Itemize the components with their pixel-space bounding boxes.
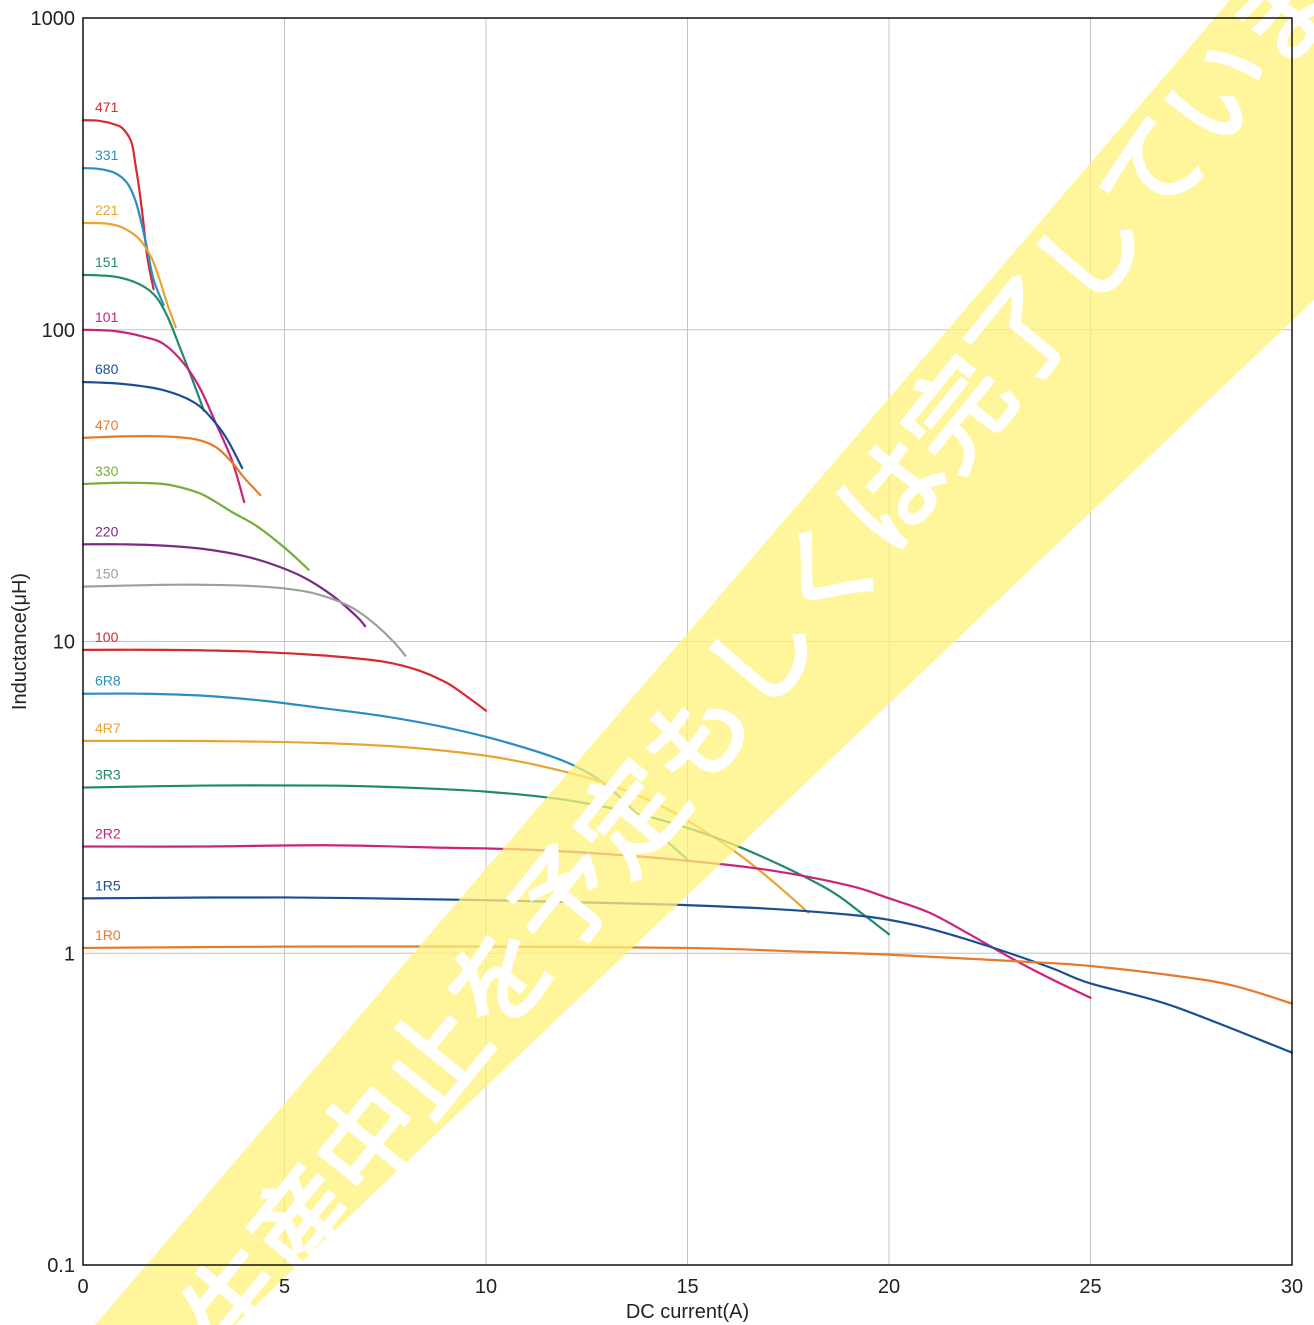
x-axis-label: DC current(A) <box>626 1301 749 1323</box>
series-line-150 <box>81 583 407 657</box>
series-line-220 <box>81 543 367 628</box>
series-label-680: 680 <box>95 361 119 377</box>
series-line-221 <box>81 221 177 329</box>
series-label-150: 150 <box>95 566 119 582</box>
x-tick-label: 15 <box>676 1276 698 1298</box>
series-label-3r3: 3R3 <box>95 767 121 783</box>
series-line-331 <box>81 167 165 307</box>
y-tick-label: 1000 <box>31 8 76 30</box>
x-tick-label: 25 <box>1079 1276 1101 1298</box>
series-label-101: 101 <box>95 309 119 325</box>
series-label-4r7: 4R7 <box>95 720 121 736</box>
plot-frame <box>82 17 1293 1266</box>
x-tick-label: 5 <box>279 1276 290 1298</box>
y-tick-label: 10 <box>53 632 75 654</box>
y-tick-label: 1 <box>64 943 75 965</box>
y-tick-label: 100 <box>42 320 75 342</box>
tick-labels: 0 5 10 15 20 25 30 0.1 1 10 100 1000 <box>31 8 1304 1298</box>
watermark-band <box>95 0 1314 1325</box>
series-label-470: 470 <box>95 417 119 433</box>
series-layer <box>81 119 1294 1054</box>
series-line-2r2 <box>81 844 1092 999</box>
series-label-1r5: 1R5 <box>95 877 121 893</box>
watermark: 生産中止を予定もしくは完了していま <box>95 0 1314 1325</box>
series-label-220: 220 <box>95 523 119 539</box>
series-line-470 <box>81 434 262 497</box>
series-label-331: 331 <box>95 147 119 163</box>
series-line-151 <box>81 273 205 412</box>
series-labels: 471 331 221 151 101 680 470 330 220 150 100 6R8 4R7 3… <box>95 99 121 943</box>
x-tick-label: 0 <box>77 1276 88 1298</box>
series-label-221: 221 <box>95 202 119 218</box>
series-label-151: 151 <box>95 254 119 270</box>
series-label-330: 330 <box>95 463 119 479</box>
x-tick-label: 20 <box>878 1276 900 1298</box>
watermark-text: 生産中止を予定もしくは完了していま <box>159 0 1314 1325</box>
series-line-100 <box>81 648 488 712</box>
series-label-1r0: 1R0 <box>95 927 121 943</box>
series-line-101 <box>81 328 246 504</box>
x-tick-label: 10 <box>475 1276 497 1298</box>
series-line-1r0 <box>81 945 1294 1005</box>
series-line-1r5 <box>81 896 1294 1054</box>
y-axis-label: Inductance(μH) <box>9 573 31 710</box>
series-line-680 <box>81 380 244 470</box>
y-tick-label: 0.1 <box>47 1255 75 1277</box>
series-label-100: 100 <box>95 629 119 645</box>
x-tick-label: 30 <box>1281 1276 1303 1298</box>
series-line-330 <box>81 481 310 571</box>
series-label-471: 471 <box>95 99 119 115</box>
series-label-2r2: 2R2 <box>95 825 121 841</box>
series-label-6r8: 6R8 <box>95 673 121 689</box>
